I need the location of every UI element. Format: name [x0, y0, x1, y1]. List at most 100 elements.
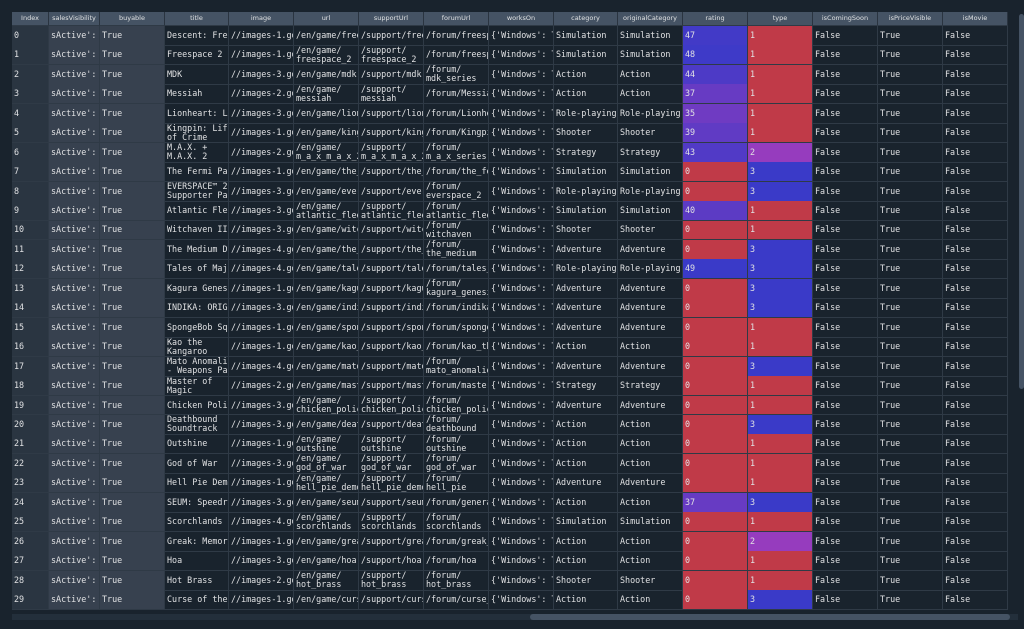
row-index: 17	[12, 356, 49, 377]
cell: Witchaven II:…	[165, 220, 229, 241]
cell: 0	[683, 590, 748, 610]
cell: /forum/kao_th…	[424, 337, 489, 358]
cell: False	[943, 278, 1008, 299]
cell: //images-2.go…	[229, 142, 294, 163]
column-header[interactable]: salesVisibility	[49, 12, 100, 26]
cell: True	[878, 84, 943, 105]
row-index: 9	[12, 201, 49, 221]
column-header[interactable]: type	[748, 12, 813, 26]
vertical-scrollbar[interactable]	[1019, 14, 1024, 389]
column-header[interactable]: title	[165, 12, 229, 26]
cell: /en/game/mdk	[294, 64, 359, 85]
cell: 1	[748, 376, 813, 397]
cell: /support/ atlantic_fleet	[359, 201, 424, 221]
cell: {'Windows': T…	[489, 239, 554, 260]
cell: //images-3.go…	[229, 298, 294, 319]
column-header[interactable]: isMovie	[943, 12, 1008, 26]
cell: True	[100, 512, 165, 533]
column-header[interactable]: originalCategory	[618, 12, 683, 26]
column-header[interactable]: forumUrl	[424, 12, 489, 26]
cell: 35	[683, 103, 748, 124]
cell: //images-3.go…	[229, 492, 294, 513]
cell: False	[813, 45, 878, 66]
column-header[interactable]: rating	[683, 12, 748, 26]
cell: True	[878, 395, 943, 416]
column-header[interactable]: supportUrl	[359, 12, 424, 26]
cell: False	[813, 26, 878, 46]
cell: False	[813, 590, 878, 610]
cell: Strategy	[554, 142, 618, 163]
cell: True	[100, 45, 165, 66]
cell: sActive': …	[49, 570, 100, 591]
cell: /support/spon…	[359, 317, 424, 338]
cell: Simulation	[618, 512, 683, 533]
cell: True	[878, 376, 943, 397]
cell: Shooter	[618, 220, 683, 241]
cell: Shooter	[554, 570, 618, 591]
cell: 0	[683, 317, 748, 338]
cell: /en/game/the_…	[294, 162, 359, 183]
cell: True	[100, 492, 165, 513]
cell: Action	[618, 531, 683, 552]
cell: False	[943, 551, 1008, 572]
row-index: 2	[12, 64, 49, 85]
cell: SpongeBob Squ…	[165, 317, 229, 338]
cell: False	[813, 64, 878, 85]
cell: {'Windows': T…	[489, 64, 554, 85]
cell: Action	[554, 434, 618, 455]
cell: sActive': …	[49, 376, 100, 397]
column-header[interactable]: category	[554, 12, 618, 26]
cell: Greak: Memori…	[165, 531, 229, 552]
column-header[interactable]: Index	[12, 12, 49, 26]
cell: 40	[683, 201, 748, 221]
cell: /forum/ chicken_police	[424, 395, 489, 416]
column-header[interactable]: isPriceVisible	[878, 12, 943, 26]
cell: True	[878, 473, 943, 494]
cell: False	[813, 142, 878, 163]
cell: //images-1.go…	[229, 278, 294, 299]
cell: 0	[683, 298, 748, 319]
cell: True	[100, 201, 165, 221]
cell: False	[813, 531, 878, 552]
column-header[interactable]: worksOn	[489, 12, 554, 26]
cell: /support/ hell_pie_demo	[359, 473, 424, 494]
cell: Adventure	[618, 317, 683, 338]
cell: True	[878, 181, 943, 202]
cell: /en/game/witc…	[294, 220, 359, 241]
cell: 3	[748, 239, 813, 260]
cell: True	[878, 123, 943, 144]
cell: False	[813, 201, 878, 221]
cell: //images-3.go…	[229, 64, 294, 85]
cell: 3	[748, 298, 813, 319]
horizontal-scrollbar[interactable]	[530, 614, 1010, 620]
cell: /support/kagu…	[359, 278, 424, 299]
cell: /support/hoa	[359, 551, 424, 572]
cell: False	[943, 142, 1008, 163]
cell: //images-4.go…	[229, 259, 294, 280]
cell: 0	[683, 239, 748, 260]
cell: True	[878, 103, 943, 124]
cell: False	[943, 531, 1008, 552]
cell: False	[943, 26, 1008, 46]
cell: 1	[748, 103, 813, 124]
cell: Atlantic Fleet	[165, 201, 229, 221]
cell: /forum/freesp…	[424, 26, 489, 46]
cell: /en/game/ scorchlands	[294, 512, 359, 533]
cell: sActive': …	[49, 26, 100, 46]
column-header[interactable]: url	[294, 12, 359, 26]
cell: 3	[748, 278, 813, 299]
cell: //images-3.go…	[229, 453, 294, 474]
column-header[interactable]: isComingSoon	[813, 12, 878, 26]
row-index: 5	[12, 123, 49, 144]
column-header[interactable]: image	[229, 12, 294, 26]
cell: sActive': …	[49, 492, 100, 513]
column-header[interactable]: buyable	[100, 12, 165, 26]
cell: Action	[554, 84, 618, 105]
cell: /en/game/spon…	[294, 317, 359, 338]
cell: {'Windows': T…	[489, 337, 554, 358]
cell: /en/game/tale…	[294, 259, 359, 280]
cell: {'Windows': T…	[489, 531, 554, 552]
cell: 1	[748, 26, 813, 46]
cell: Role-playing	[618, 181, 683, 202]
